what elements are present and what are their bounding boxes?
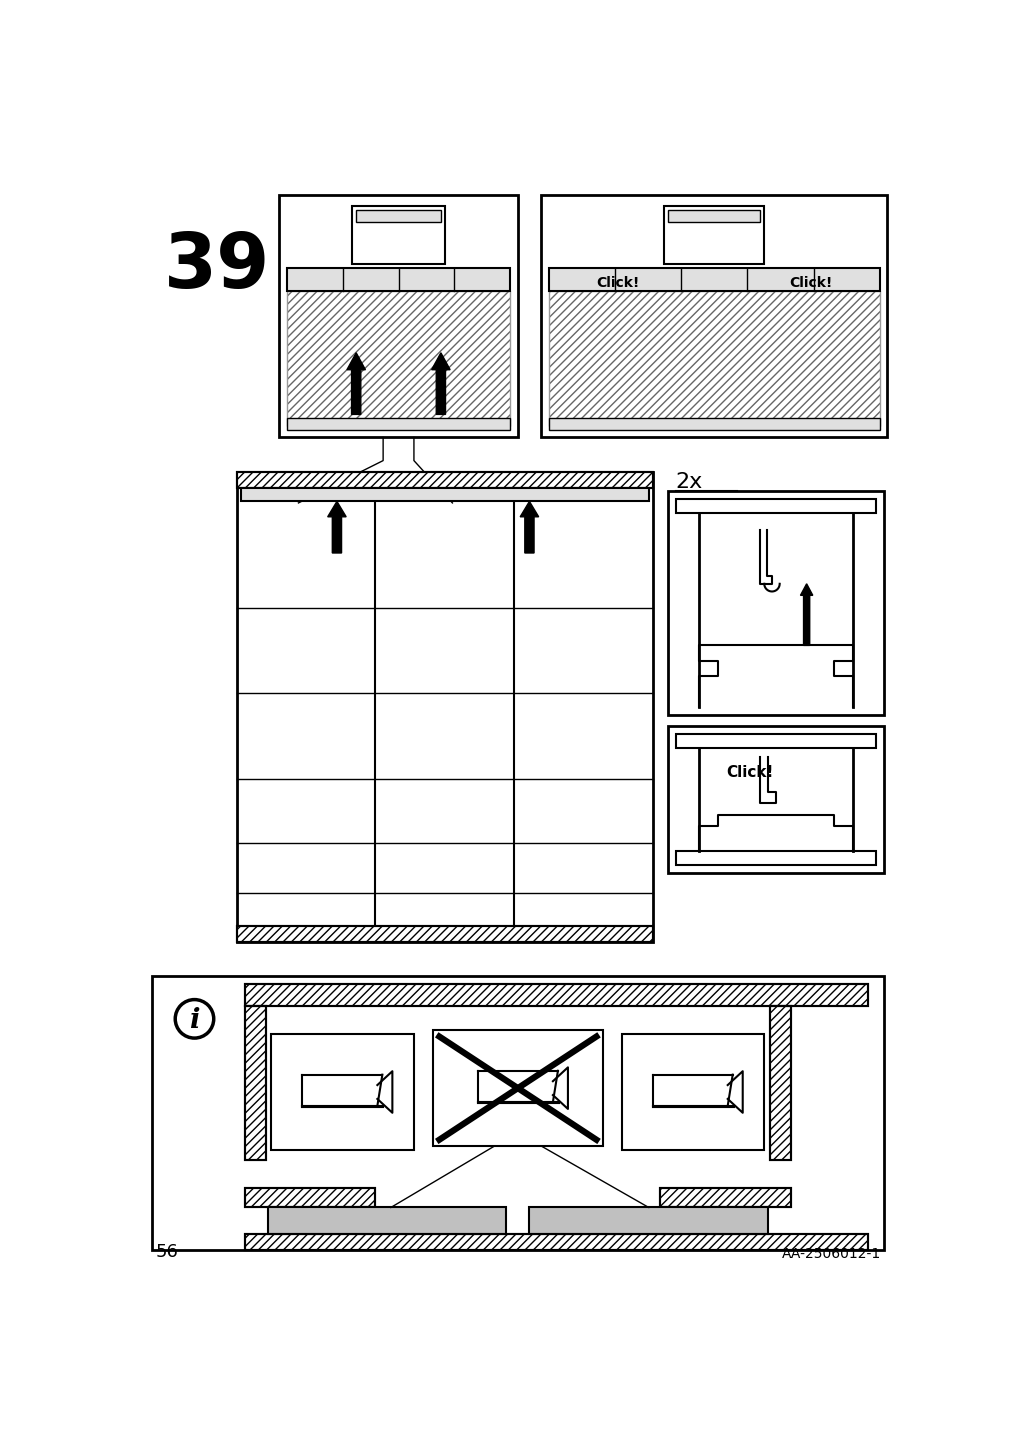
Bar <box>667 726 883 872</box>
Bar <box>237 473 652 487</box>
Text: 39: 39 <box>164 229 270 304</box>
Bar <box>286 268 510 291</box>
Bar <box>245 1189 375 1207</box>
Text: Click!: Click! <box>788 276 831 291</box>
Polygon shape <box>347 352 365 414</box>
Bar <box>245 984 867 1005</box>
Text: AA-2506012-1: AA-2506012-1 <box>782 1247 881 1262</box>
Bar <box>667 211 759 222</box>
Bar <box>769 1005 791 1160</box>
Bar <box>667 491 883 715</box>
Bar <box>267 1207 506 1234</box>
Bar <box>286 418 510 430</box>
Bar <box>548 268 879 291</box>
Bar <box>548 291 879 425</box>
Bar <box>245 1005 266 1160</box>
Text: 2x: 2x <box>675 473 703 493</box>
Bar <box>237 473 652 942</box>
Text: Click!: Click! <box>725 765 772 780</box>
Text: Click!: Click! <box>595 276 639 291</box>
Bar <box>241 487 648 501</box>
Text: i: i <box>189 1007 199 1034</box>
Bar <box>529 1207 767 1234</box>
Polygon shape <box>432 352 450 414</box>
Bar <box>271 1034 413 1150</box>
Bar <box>548 291 879 425</box>
Bar <box>433 1031 602 1146</box>
Bar <box>675 735 876 748</box>
Bar <box>279 195 518 438</box>
Bar <box>286 291 510 425</box>
Polygon shape <box>328 501 346 553</box>
Bar <box>621 1034 763 1150</box>
Bar <box>352 206 444 265</box>
Polygon shape <box>520 501 538 553</box>
Polygon shape <box>800 584 812 646</box>
Bar <box>245 984 867 1005</box>
Bar <box>675 500 876 513</box>
Bar <box>237 927 652 942</box>
Bar <box>660 1189 791 1207</box>
Text: 56: 56 <box>156 1243 179 1262</box>
Bar <box>548 418 879 430</box>
Bar <box>152 977 883 1250</box>
Bar <box>356 211 441 222</box>
Bar <box>660 1189 791 1207</box>
Bar <box>237 927 652 942</box>
Bar <box>675 851 876 865</box>
Bar <box>245 1234 867 1250</box>
Bar <box>663 206 763 265</box>
Circle shape <box>175 1000 213 1038</box>
Bar <box>245 1234 867 1250</box>
Bar <box>286 291 510 425</box>
Bar <box>541 195 887 438</box>
Bar <box>245 1005 266 1160</box>
Bar <box>769 1005 791 1160</box>
Bar <box>237 473 652 487</box>
Bar <box>245 1189 375 1207</box>
